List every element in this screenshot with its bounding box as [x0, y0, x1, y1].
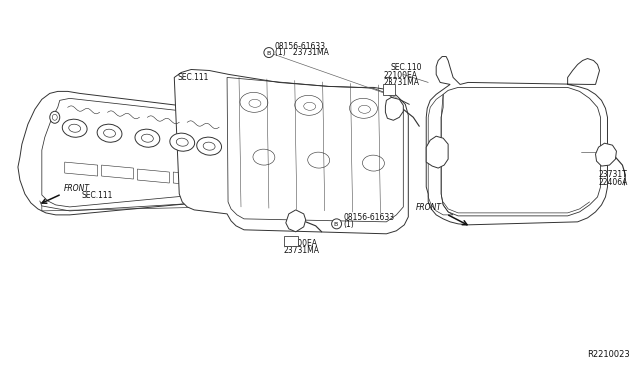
Text: 22406A: 22406A	[598, 178, 628, 187]
Text: 08156-61633: 08156-61633	[344, 213, 395, 222]
Ellipse shape	[203, 142, 215, 150]
Text: FRONT: FRONT	[416, 203, 442, 212]
Polygon shape	[286, 210, 306, 232]
Text: 22100EA: 22100EA	[383, 71, 417, 80]
Ellipse shape	[141, 134, 154, 142]
Polygon shape	[426, 136, 448, 168]
Text: 08156-61633: 08156-61633	[275, 42, 326, 51]
Text: 23731MA: 23731MA	[383, 78, 419, 87]
Ellipse shape	[176, 138, 188, 146]
Text: B: B	[266, 51, 270, 56]
Circle shape	[332, 219, 342, 229]
Ellipse shape	[170, 133, 195, 151]
Text: SEC.111: SEC.111	[177, 73, 209, 83]
Ellipse shape	[196, 137, 221, 155]
Ellipse shape	[62, 119, 87, 137]
Text: 23731T: 23731T	[598, 170, 627, 179]
Ellipse shape	[97, 124, 122, 142]
Text: 22100EA: 22100EA	[284, 239, 318, 248]
Text: (1)   23731MA: (1) 23731MA	[275, 48, 329, 57]
Text: FRONT: FRONT	[64, 184, 90, 193]
Ellipse shape	[50, 111, 60, 123]
Ellipse shape	[135, 129, 160, 147]
Text: SEC.110: SEC.110	[390, 64, 422, 73]
Polygon shape	[383, 84, 396, 95]
Text: R2210023: R2210023	[588, 350, 630, 359]
Polygon shape	[174, 70, 408, 234]
Ellipse shape	[68, 124, 81, 132]
Polygon shape	[284, 236, 298, 246]
Text: B: B	[333, 222, 338, 227]
Circle shape	[264, 48, 274, 58]
Ellipse shape	[104, 129, 115, 137]
Text: SEC.111: SEC.111	[82, 191, 113, 200]
Text: 23731MA: 23731MA	[284, 246, 320, 255]
Polygon shape	[596, 143, 616, 166]
Ellipse shape	[52, 114, 57, 120]
Polygon shape	[385, 97, 403, 120]
Polygon shape	[18, 92, 237, 215]
Polygon shape	[426, 57, 607, 225]
Text: (1): (1)	[344, 220, 355, 229]
